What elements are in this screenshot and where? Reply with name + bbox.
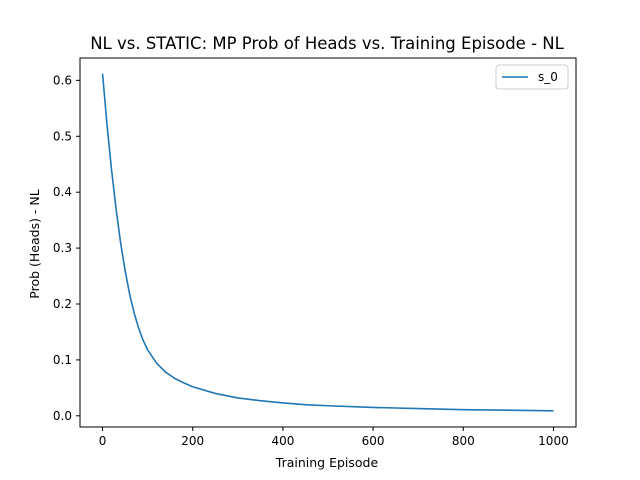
x-tick-label: 400: [271, 434, 294, 448]
x-tick-label: 1000: [538, 434, 569, 448]
legend-box: [495, 64, 569, 90]
axes-frame: [79, 57, 577, 428]
y-tick-label: 0.3: [53, 241, 72, 255]
y-tick-label: 0.2: [53, 297, 72, 311]
legend: s_0: [495, 64, 569, 90]
x-tick-label: 600: [362, 434, 385, 448]
y-tick-label: 0.4: [53, 185, 72, 199]
series-line-s_0: [101, 73, 554, 412]
y-tick-label: 0.0: [53, 409, 72, 423]
y-axis-label: Prob (Heads) - NL: [27, 189, 42, 298]
legend-label: s_0: [538, 70, 558, 84]
y-tick-label: 0.5: [53, 129, 72, 143]
x-axis-label: Training Episode: [275, 455, 379, 470]
plot-area: 0 200 400 600 800 1000 0.0 0.1 0.2 0.3 0.4 0.5 0.6 s_…: [53, 57, 577, 448]
chart-title: NL vs. STATIC: MP Prob of Heads vs. Trai…: [90, 34, 564, 53]
x-tick-label: 200: [181, 434, 204, 448]
y-tick-label: 0.1: [53, 353, 72, 367]
y-tick-label: 0.6: [53, 73, 72, 87]
x-tick-label: 800: [452, 434, 475, 448]
x-tick-label: 0: [99, 434, 107, 448]
